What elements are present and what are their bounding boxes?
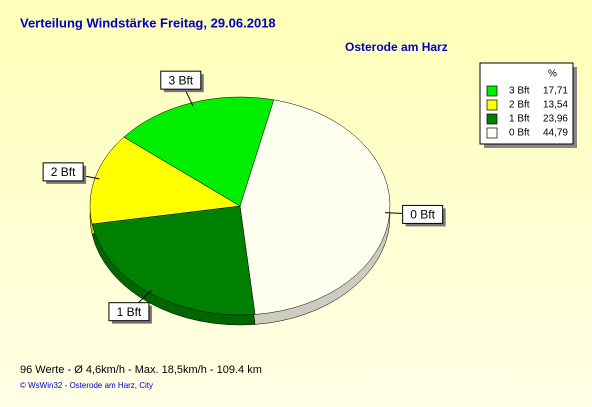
credit: © WsWin32 - Osterode am Harz, City xyxy=(20,381,153,390)
legend-label: 3 Bft xyxy=(509,86,530,97)
label-box xyxy=(402,204,444,224)
legend-swatch xyxy=(486,127,498,139)
label-box xyxy=(42,162,84,182)
slice-label: 3 Bft xyxy=(168,73,193,87)
slice-label: 0 Bft xyxy=(410,208,435,222)
legend-value: 17,71 xyxy=(543,86,568,97)
chart-title: Verteilung Windstärke Freitag, 29.06.201… xyxy=(20,15,276,30)
legend-title: % xyxy=(548,69,557,80)
legend-label: 0 Bft xyxy=(509,128,530,139)
chart-subtitle: Osterode am Harz xyxy=(345,40,448,54)
legend-swatch xyxy=(486,99,498,111)
legend-value: 13,54 xyxy=(543,100,568,111)
legend-swatch xyxy=(486,85,498,97)
legend-label: 1 Bft xyxy=(509,114,530,125)
legend-swatch xyxy=(486,113,498,125)
legend-value: 44,79 xyxy=(543,128,568,139)
slice-label: 2 Bft xyxy=(51,165,76,179)
slice-label: 1 Bft xyxy=(117,305,142,319)
legend-label: 2 Bft xyxy=(509,100,530,111)
label-box xyxy=(160,70,202,90)
footer: 96 Werte - Ø 4,6km/h - Max. 18,5km/h - 1… xyxy=(20,364,262,376)
legend-value: 23,96 xyxy=(543,114,568,125)
label-box xyxy=(108,302,150,322)
